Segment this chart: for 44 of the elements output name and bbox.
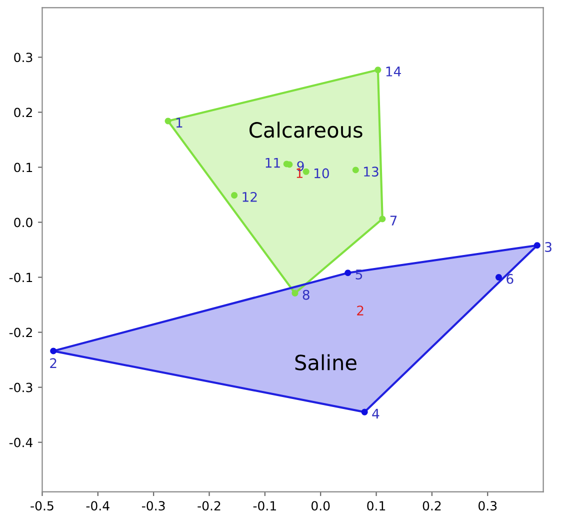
annotation: 1 [176,118,182,128]
y-tick-label: 0.0 [14,218,32,228]
annotation: 7 [390,216,397,226]
annotation: 13 [364,166,378,177]
x-tick-label: 0.0 [311,501,330,511]
x-tick-label: -0.2 [198,501,220,511]
y-tick-label: -0.4 [9,438,32,448]
annotation: 2 [357,306,364,316]
annotation: 4 [372,408,380,418]
series-label: Calcareous [249,122,362,138]
annotation: 11 [266,158,280,168]
annotation: 10 [314,168,329,178]
point [361,408,368,416]
x-tick-label: -0.3 [142,501,165,511]
series-label: Saline [295,354,356,370]
annotation: 8 [302,290,310,300]
annotation: 14 [386,66,401,76]
y-tick-label: -0.3 [9,382,32,392]
x-tick-label: -0.1 [253,501,276,511]
y-tick-label: -0.2 [9,328,32,338]
annotation: 5 [356,270,362,280]
point [379,216,386,222]
annotation: 6 [506,274,514,284]
x-tick-label: -0.5 [30,501,54,511]
point [292,290,298,296]
point [534,242,540,249]
y-tick-label: 0.3 [14,52,32,62]
point [231,192,238,199]
point [496,274,502,281]
annotation: 3 [545,242,552,252]
x-tick-label: 0.2 [422,501,441,511]
y-tick-label: 0.1 [14,162,32,172]
y-tick-label: -0.1 [9,272,32,282]
point [50,348,57,354]
x-tick-label: 0.1 [367,501,386,511]
y-tick-label: 0.2 [14,108,32,118]
point [352,166,359,174]
x-tick-label: -0.4 [86,501,110,511]
annotation: 2 [50,358,56,368]
point [344,270,352,276]
point [164,118,172,124]
x-tick-label: 0.3 [478,501,497,511]
point [374,66,382,74]
annotation: 12 [242,192,257,202]
